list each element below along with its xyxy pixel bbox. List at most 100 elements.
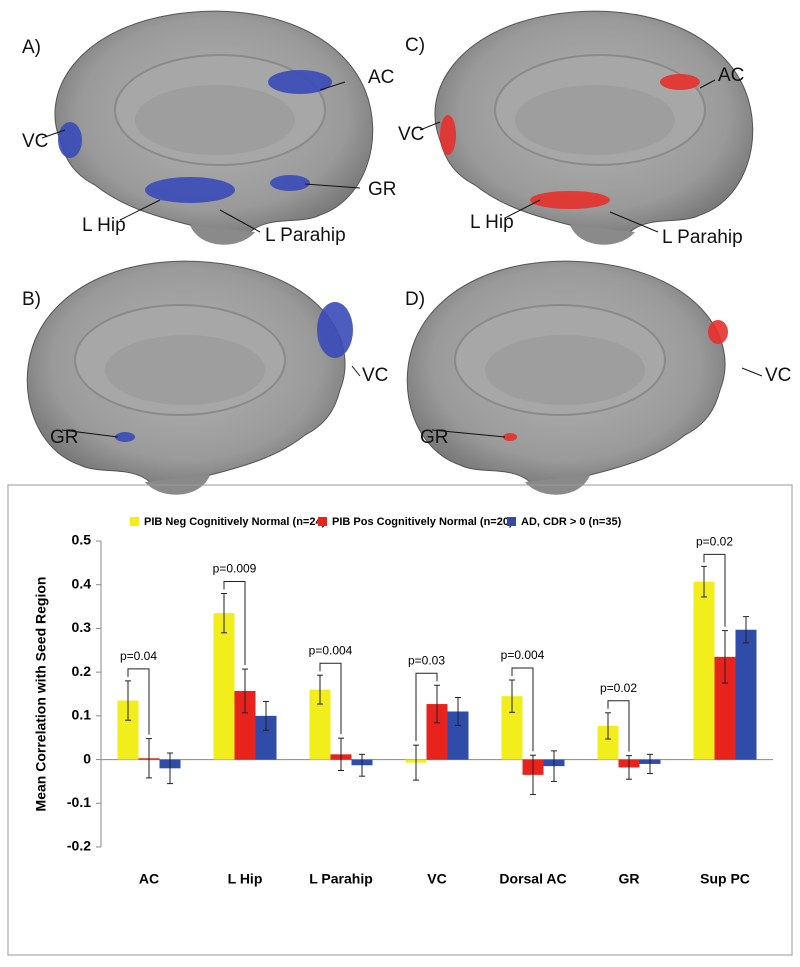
pointer [61,429,119,438]
x-tick-label: L Parahip [309,871,373,887]
p-value: p=0.03 [408,653,445,667]
activation [440,115,456,155]
bar [309,689,331,760]
bar [255,715,277,760]
region-label: VC [362,365,388,386]
chart: -0.2 -0.1 0 0.1 0.2 0.3 0.4 0.5 Mean Correlation… [33,516,773,887]
y-tick-label: 0.2 [72,663,92,679]
region-label: AC [718,65,744,86]
pointer [504,199,541,219]
region-label: GR [368,179,397,200]
x-tick-label: AC [139,871,159,887]
bar [447,711,469,760]
p-value: p=0.02 [600,681,637,695]
legend-swatch [507,517,516,526]
panel-label: B) [22,289,41,310]
activation [270,175,310,191]
pointer [609,211,659,233]
region-label: VC [765,365,791,386]
pointer [119,199,161,221]
bar [501,696,523,760]
p-value: p=0.004 [501,648,545,662]
pointer [219,209,261,233]
pointer [351,365,361,377]
pointer [41,129,66,139]
x-tick-label: GR [619,871,640,887]
bracket [511,667,534,752]
legend-swatch [318,517,327,526]
bar [735,629,757,760]
brain [54,10,374,245]
bar [117,700,139,760]
y-axis-title: Mean Correlation with Seed Region [33,577,49,812]
activation [58,122,82,158]
bar [597,725,619,760]
x-tick-label: L Hip [228,871,263,887]
x-tick-label: Sup PC [700,871,750,887]
activation [530,191,610,209]
region-label: L Parahip [662,227,743,248]
brainstem [570,225,635,245]
bracket [319,662,342,735]
y-tick-label: 0.5 [72,532,92,548]
p-value: p=0.009 [213,562,257,576]
p-value: p=0.004 [309,643,353,657]
thalamus [485,335,645,405]
pointer [431,429,506,438]
brain [26,260,346,495]
legend-label: PIB Neg Cognitively Normal (n=24) [144,516,326,528]
bracket [703,553,726,627]
region-label: AC [368,67,394,88]
chart-frame [7,484,793,956]
y-tick-label: -0.1 [67,794,91,810]
thalamus [515,85,675,155]
bracket [223,580,246,666]
region-label: GR [420,427,449,448]
y-tick-label: 0 [83,750,91,766]
pointer [741,367,763,377]
p-value: p=0.04 [120,649,157,663]
brain-panels: A) AC VC GR L Hip L Parahip C) AC VC L Hip L Parah… [22,10,791,495]
pointer [419,121,441,131]
pointer [699,79,716,89]
region-label: VC [398,124,424,145]
panel-label: C) [405,35,425,56]
region-label: L Hip [82,215,126,236]
legend-swatch [130,517,139,526]
bar [714,656,736,760]
activation [268,70,332,94]
bracket [415,672,438,742]
y-tick-label: -0.2 [67,838,91,854]
region-label: L Parahip [265,225,346,246]
panel-label: A) [22,37,41,58]
bar [426,704,448,760]
bracket [607,700,630,752]
activation [503,433,517,441]
brain [434,10,754,245]
brainstem [190,225,255,245]
thalamus [105,335,265,405]
bar [213,613,235,760]
y-tick-label: 0.4 [72,575,92,591]
brain [406,260,726,495]
x-tick-label: VC [427,871,446,887]
activation [317,302,353,358]
region-label: VC [22,131,48,152]
legend-label: AD, CDR > 0 (n=35) [521,516,622,528]
y-tick-label: 0.1 [72,707,92,723]
activation [660,74,700,90]
pointer [304,183,361,189]
panel-label: D) [405,289,425,310]
bar [234,690,256,760]
x-tick-label: Dorsal AC [499,871,566,887]
pointer [319,81,346,91]
activation [115,432,135,442]
p-value: p=0.02 [696,535,733,549]
activation [708,320,728,344]
bar [693,581,715,760]
legend-label: PIB Pos Cognitively Normal (n=20) [332,516,513,528]
region-label: GR [50,427,79,448]
thalamus [135,85,295,155]
